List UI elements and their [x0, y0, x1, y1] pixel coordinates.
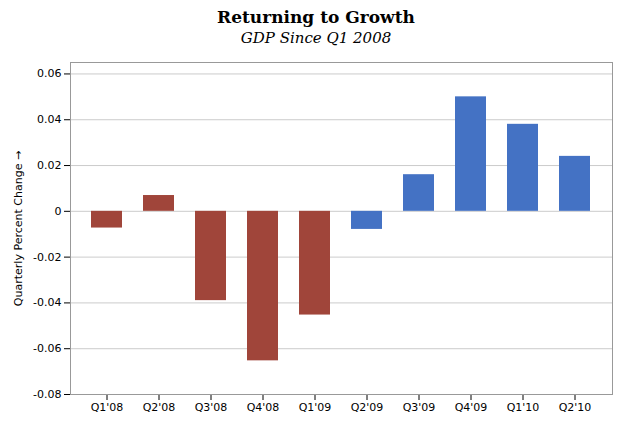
svg-text:Q1'08: Q1'08: [91, 401, 124, 414]
svg-text:-0.04: -0.04: [33, 296, 61, 309]
svg-text:Q3'09: Q3'09: [403, 401, 436, 414]
svg-text:Quarterly Percent Change →: Quarterly Percent Change →: [12, 151, 25, 306]
svg-text:0.06: 0.06: [37, 67, 62, 80]
svg-text:Q2'10: Q2'10: [559, 401, 592, 414]
html-text:Returning to Growth: Returning to Growth: [217, 7, 415, 27]
svg-text:Q3'08: Q3'08: [195, 401, 228, 414]
svg-text:-0.08: -0.08: [33, 388, 61, 401]
svg-text:-0.06: -0.06: [33, 342, 61, 355]
svg-text:Q1'10: Q1'10: [507, 401, 540, 414]
svg-text:Q4'09: Q4'09: [455, 401, 488, 414]
svg-text:Q1'09: Q1'09: [299, 401, 332, 414]
svg-text:Q4'08: Q4'08: [247, 401, 280, 414]
svg-text:-0.02: -0.02: [33, 251, 61, 264]
svg-text:Q2'08: Q2'08: [143, 401, 176, 414]
svg-text:0.04: 0.04: [37, 113, 62, 126]
html-text:GDP Since Q1 2008: GDP Since Q1 2008: [240, 29, 392, 47]
svg-text:Q2'09: Q2'09: [351, 401, 384, 414]
svg-text:0.02: 0.02: [37, 159, 62, 172]
svg-text:0: 0: [55, 205, 62, 218]
